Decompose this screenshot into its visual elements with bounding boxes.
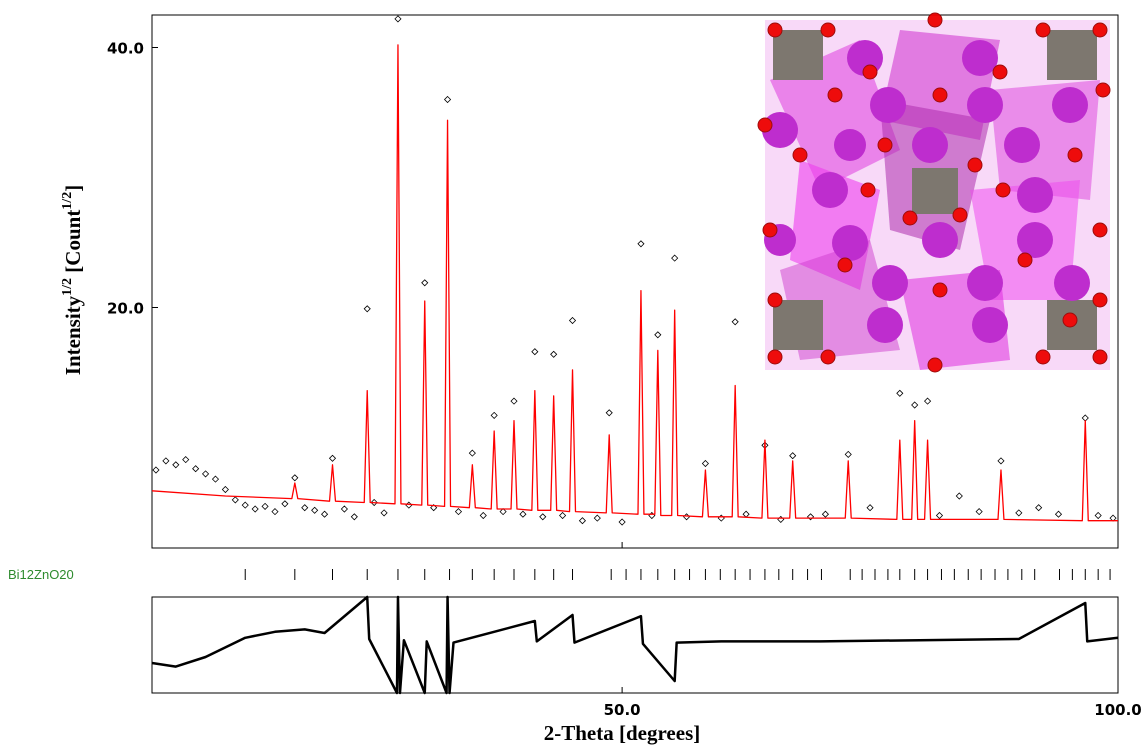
observed-point <box>201 470 210 478</box>
observed-point <box>1054 510 1063 518</box>
o-atoms <box>757 12 1111 373</box>
observed-point <box>321 510 329 518</box>
observed-point <box>363 305 371 313</box>
difference-panel <box>151 596 1119 694</box>
observed-point <box>568 316 577 325</box>
observed-point <box>499 508 507 516</box>
y-label-text: [Count <box>61 210 85 278</box>
observed-point <box>844 450 852 458</box>
zn-tetrahedron <box>912 168 958 214</box>
zn-tetrahedron <box>773 300 823 350</box>
observed-point <box>370 498 378 507</box>
observed-point <box>637 240 645 248</box>
x-tick-label: 100.0 <box>1094 701 1141 719</box>
observed-point <box>251 505 259 513</box>
phase-label: Bi12ZnO20 <box>8 567 74 582</box>
observed-point <box>896 389 904 397</box>
observed-point <box>605 409 613 417</box>
zn-tetrahedron <box>1047 30 1097 80</box>
observed-point <box>618 518 626 526</box>
y-axis-label: Intensity1/2 [Count1/2] <box>60 185 85 375</box>
observed-point <box>539 513 547 521</box>
observed-point <box>211 475 220 483</box>
y-tick-label: 40.0 <box>107 40 144 58</box>
y-label-text: Intensity <box>61 295 85 375</box>
observed-point <box>443 95 452 104</box>
observed-point <box>479 511 487 520</box>
observed-point <box>531 348 539 356</box>
y-label-superscript: 1/2 <box>60 278 75 296</box>
observed-point <box>340 505 348 513</box>
observed-point <box>955 492 963 500</box>
observed-point <box>789 452 797 460</box>
observed-point <box>281 500 289 508</box>
observed-point <box>911 401 919 409</box>
observed-point <box>241 501 249 509</box>
observed-point <box>1094 511 1102 520</box>
observed-point <box>192 465 200 473</box>
observed-point <box>454 508 463 516</box>
observed-point <box>559 511 567 520</box>
observed-point <box>350 513 358 521</box>
observed-point <box>261 502 269 510</box>
observed-point <box>821 510 829 518</box>
observed-point <box>152 466 160 474</box>
observed-point <box>671 254 679 262</box>
observed-point <box>519 510 527 518</box>
observed-point <box>490 411 498 419</box>
observed-point <box>510 397 518 405</box>
observed-point <box>271 508 279 516</box>
observed-point <box>311 506 319 514</box>
observed-point <box>654 331 662 339</box>
observed-point <box>1015 509 1023 517</box>
difference-line <box>151 595 1119 695</box>
observed-point <box>924 397 932 405</box>
observed-point <box>291 474 299 482</box>
observed-point <box>593 514 601 522</box>
observed-point <box>975 508 983 516</box>
observed-point <box>301 504 309 512</box>
observed-point <box>550 350 558 358</box>
observed-point <box>231 496 239 504</box>
observed-point <box>806 513 815 521</box>
observed-point <box>430 504 438 512</box>
y-label-superscript: 1/2 <box>60 192 75 210</box>
plot-layer: 20.0 40.0 50.0 100.0 Bi12ZnO20 <box>8 15 1142 719</box>
observed-point <box>468 449 476 457</box>
observed-point <box>731 318 739 326</box>
observed-point <box>578 517 587 525</box>
observed-point <box>997 457 1005 465</box>
observed-point <box>1035 504 1043 512</box>
observed-point <box>394 15 402 23</box>
x-tick-label: 50.0 <box>604 701 641 719</box>
observed-point <box>866 504 874 512</box>
zn-tetrahedron <box>773 30 823 80</box>
observed-point <box>172 461 180 469</box>
observed-point <box>221 485 229 494</box>
observed-point <box>701 459 709 468</box>
y-tick-label: 20.0 <box>107 300 144 318</box>
observed-point <box>162 457 170 465</box>
structure-inset <box>757 12 1111 373</box>
calculated-line <box>151 44 1118 522</box>
observed-point <box>421 279 429 287</box>
observed-point <box>935 511 944 520</box>
y-label-text: ] <box>61 185 85 192</box>
observed-point <box>182 456 190 464</box>
observed-point <box>380 509 388 517</box>
x-axis-label: 2-Theta [degrees] <box>544 721 701 745</box>
observed-point <box>328 454 337 462</box>
